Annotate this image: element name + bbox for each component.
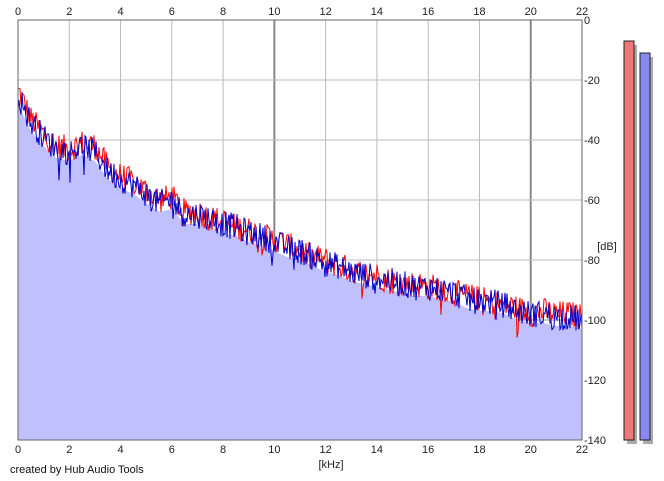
y-tick-label: -60	[584, 195, 600, 207]
x-tick-label: 18	[473, 6, 485, 18]
x-tick-label: 0	[15, 6, 21, 18]
x-tick-label: 16	[422, 444, 434, 456]
x-tick-label: 8	[220, 6, 226, 18]
x-tick-labels-top: 0 2 4 6 8 10 12 14 16 18 20 22	[15, 6, 588, 18]
x-tick-label: 0	[15, 444, 21, 456]
y-tick-label: -140	[584, 435, 606, 447]
spectrum-series	[17, 87, 583, 338]
x-tick-label: 6	[169, 444, 175, 456]
x-tick-label: 20	[525, 444, 537, 456]
y-tick-label: -80	[584, 255, 600, 267]
x-tick-label: 10	[268, 444, 280, 456]
x-tick-label: 14	[371, 6, 383, 18]
spectrum-fill	[18, 107, 582, 440]
x-tick-label: 2	[66, 6, 72, 18]
y-axis-label: [dB]	[597, 241, 617, 253]
x-tick-label: 8	[220, 444, 226, 456]
x-tick-label: 22	[576, 6, 588, 18]
x-tick-label: 6	[169, 6, 175, 18]
x-tick-label: 20	[525, 6, 537, 18]
x-tick-label: 14	[371, 444, 383, 456]
x-tick-label: 22	[576, 444, 588, 456]
spectrum-fill-area	[18, 107, 582, 440]
y-tick-label: -120	[584, 375, 606, 387]
y-tick-label: 0	[584, 15, 590, 27]
x-tick-label: 4	[117, 6, 123, 18]
y-tick-labels: 0 -20 -40 -60 -80 -100 -120 -140	[584, 15, 606, 447]
x-tick-label: 12	[320, 444, 332, 456]
x-tick-label: 12	[320, 6, 332, 18]
series-line-blue	[17, 92, 583, 332]
x-tick-labels-bottom: 0 2 4 6 8 10 12 14 16 18 20 22	[15, 444, 588, 456]
y-tick-label: -40	[584, 135, 600, 147]
level-meter-right	[639, 52, 651, 441]
x-tick-label: 2	[66, 444, 72, 456]
x-tick-label: 18	[473, 444, 485, 456]
level-meters	[623, 40, 653, 444]
x-tick-label: 4	[117, 444, 123, 456]
level-meter-left	[623, 40, 635, 441]
x-axis-label: [kHz]	[318, 459, 343, 471]
plot-frame	[17, 19, 583, 441]
x-tick-label: 10	[268, 6, 280, 18]
y-tick-label: -20	[584, 75, 600, 87]
y-tick-label: -100	[584, 315, 606, 327]
credit-text: created by Hub Audio Tools	[10, 464, 144, 476]
x-tick-label: 16	[422, 6, 434, 18]
